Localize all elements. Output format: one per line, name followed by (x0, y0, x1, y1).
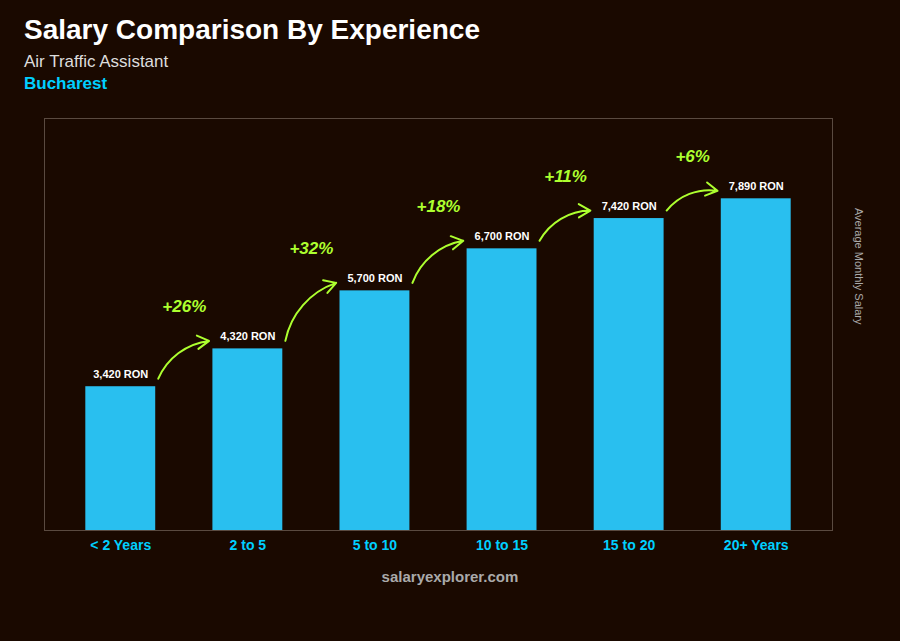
svg-text:7,420 RON: 7,420 RON (602, 200, 657, 212)
html-text:salaryexplorer.com: salaryexplorer.com (381, 568, 519, 585)
svg-text:7,890 RON: 7,890 RON (729, 180, 784, 192)
html-text:Air Traffic Assistant: Air Traffic Assistant (24, 52, 169, 71)
svg-text:10 to 15: 10 to 15 (476, 537, 528, 553)
svg-text:5 to 10: 5 to 10 (353, 537, 398, 553)
svg-text:2 to 5: 2 to 5 (230, 537, 267, 553)
svg-text:5,700 RON: 5,700 RON (347, 272, 402, 284)
svg-text:+18%: +18% (417, 197, 461, 216)
svg-text:20+ Years: 20+ Years (724, 537, 789, 553)
svg-text:+32%: +32% (289, 239, 333, 258)
html-text:Salary Comparison By Experienc: Salary Comparison By Experience (24, 14, 480, 45)
svg-text:+6%: +6% (675, 147, 710, 166)
svg-text:+26%: +26% (162, 297, 206, 316)
svg-text:Average Monthly Salary: Average Monthly Salary (853, 208, 865, 325)
html-text:Bucharest: Bucharest (24, 74, 108, 93)
svg-text:+11%: +11% (544, 167, 587, 186)
svg-text:3,420 RON: 3,420 RON (93, 368, 148, 380)
svg-text:4,320 RON: 4,320 RON (220, 330, 275, 342)
svg-text:6,700 RON: 6,700 RON (475, 230, 530, 242)
svg-text:15 to 20: 15 to 20 (603, 537, 655, 553)
svg-text:< 2 Years: < 2 Years (90, 537, 151, 553)
